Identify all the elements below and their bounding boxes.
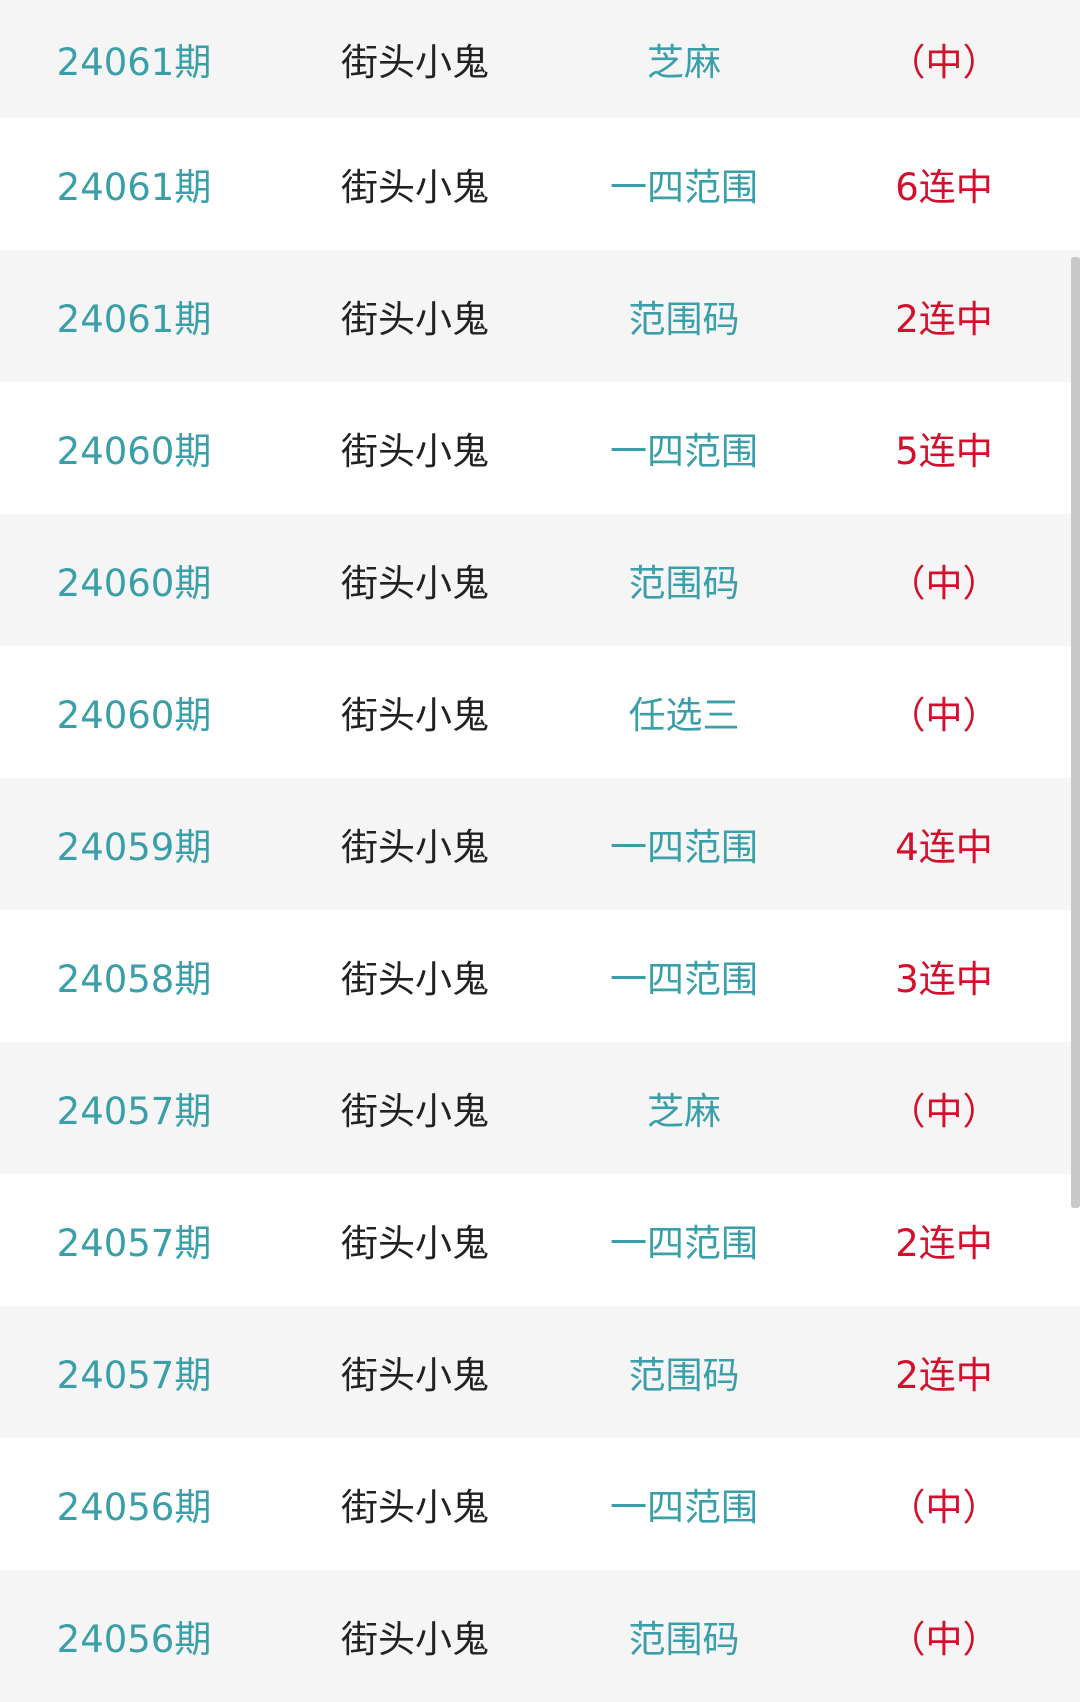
list-item[interactable]: 24060期 街头小鬼 一四范围 5连中 — [0, 382, 1080, 514]
author-name: 街头小鬼 — [341, 694, 489, 737]
prediction-type: 芝麻 — [647, 1090, 721, 1133]
result-status: （中） — [888, 1618, 1000, 1661]
issue-number: 24057期 — [56, 1222, 212, 1265]
list-item[interactable]: 24057期 街头小鬼 一四范围 2连中 — [0, 1174, 1080, 1306]
issue-number: 24058期 — [56, 958, 212, 1001]
result-status: 2连中 — [895, 298, 993, 341]
result-status: 6连中 — [895, 166, 993, 209]
result-status: 2连中 — [895, 1354, 993, 1397]
prediction-type: 范围码 — [628, 1354, 740, 1397]
author-name: 街头小鬼 — [341, 1618, 489, 1661]
author-name: 街头小鬼 — [341, 41, 489, 84]
prediction-type: 芝麻 — [647, 41, 721, 84]
issue-number: 24057期 — [56, 1354, 212, 1397]
issue-number: 24060期 — [56, 562, 212, 605]
author-name: 街头小鬼 — [341, 958, 489, 1001]
result-status: 4连中 — [895, 826, 993, 869]
scrollbar[interactable] — [1071, 257, 1080, 1208]
list-item[interactable]: 24056期 街头小鬼 范围码 （中） — [0, 1570, 1080, 1702]
author-name: 街头小鬼 — [341, 1486, 489, 1529]
author-name: 街头小鬼 — [341, 166, 489, 209]
list-item[interactable]: 24057期 街头小鬼 范围码 2连中 — [0, 1306, 1080, 1438]
issue-number: 24061期 — [56, 41, 212, 84]
issue-number: 24057期 — [56, 1090, 212, 1133]
list-item[interactable]: 24060期 街头小鬼 任选三 （中） — [0, 646, 1080, 778]
issue-number: 24059期 — [56, 826, 212, 869]
list-item[interactable]: 24061期 街头小鬼 一四范围 6连中 — [0, 118, 1080, 250]
author-name: 街头小鬼 — [341, 430, 489, 473]
issue-number: 24061期 — [56, 166, 212, 209]
list-item[interactable]: 24061期 街头小鬼 芝麻 （中） — [0, 0, 1080, 118]
result-status: 3连中 — [895, 958, 993, 1001]
prediction-type: 一四范围 — [610, 1486, 758, 1529]
author-name: 街头小鬼 — [341, 562, 489, 605]
issue-number: 24056期 — [56, 1618, 212, 1661]
prediction-type: 范围码 — [628, 1618, 740, 1661]
prediction-type: 一四范围 — [610, 166, 758, 209]
author-name: 街头小鬼 — [341, 1090, 489, 1133]
author-name: 街头小鬼 — [341, 826, 489, 869]
prediction-type: 一四范围 — [610, 958, 758, 1001]
prediction-type: 任选三 — [628, 694, 740, 737]
issue-number: 24060期 — [56, 694, 212, 737]
list-item[interactable]: 24056期 街头小鬼 一四范围 （中） — [0, 1438, 1080, 1570]
prediction-type: 一四范围 — [610, 430, 758, 473]
prediction-type: 范围码 — [628, 562, 740, 605]
issue-number: 24056期 — [56, 1486, 212, 1529]
result-status: （中） — [888, 1486, 1000, 1529]
author-name: 街头小鬼 — [341, 298, 489, 341]
result-status: （中） — [888, 562, 1000, 605]
result-status: 2连中 — [895, 1222, 993, 1265]
result-status: 5连中 — [895, 430, 993, 473]
result-status: （中） — [888, 41, 1000, 84]
author-name: 街头小鬼 — [341, 1354, 489, 1397]
issue-number: 24060期 — [56, 430, 212, 473]
list-item[interactable]: 24058期 街头小鬼 一四范围 3连中 — [0, 910, 1080, 1042]
author-name: 街头小鬼 — [341, 1222, 489, 1265]
result-status: （中） — [888, 694, 1000, 737]
prediction-type: 范围码 — [628, 298, 740, 341]
result-status: （中） — [888, 1090, 1000, 1133]
list-item[interactable]: 24060期 街头小鬼 范围码 （中） — [0, 514, 1080, 646]
list-item[interactable]: 24059期 街头小鬼 一四范围 4连中 — [0, 778, 1080, 910]
prediction-type: 一四范围 — [610, 1222, 758, 1265]
prediction-type: 一四范围 — [610, 826, 758, 869]
list-item[interactable]: 24061期 街头小鬼 范围码 2连中 — [0, 250, 1080, 382]
issue-number: 24061期 — [56, 298, 212, 341]
list-item[interactable]: 24057期 街头小鬼 芝麻 （中） — [0, 1042, 1080, 1174]
